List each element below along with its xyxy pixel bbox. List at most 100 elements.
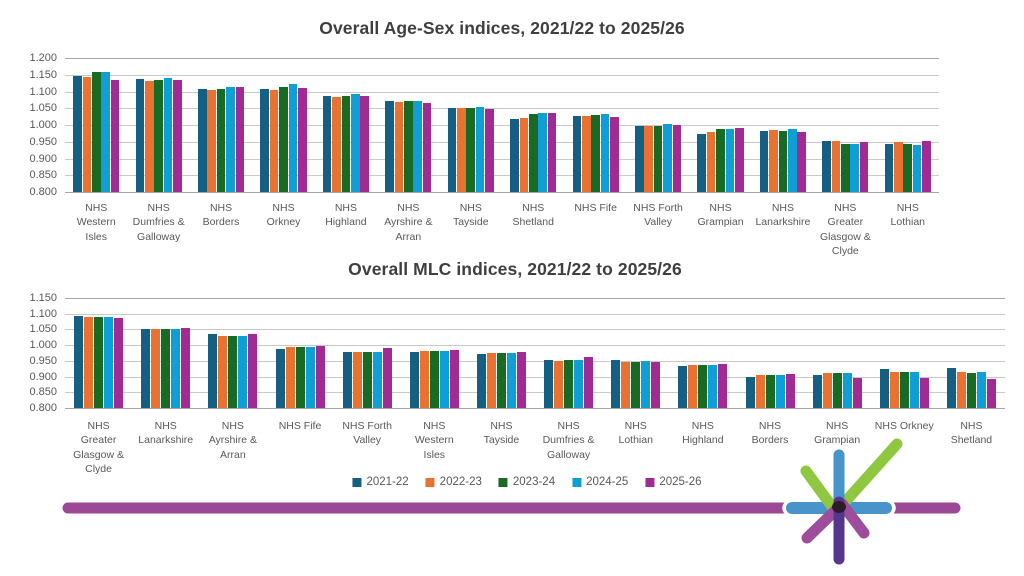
bar [322,95,332,192]
bar [288,84,298,192]
x-category-label: NHS Tayside [452,202,489,229]
bar [919,378,929,408]
bar [352,351,362,408]
bar [413,100,423,192]
bar [822,141,831,192]
bar [889,372,899,408]
bar [538,112,547,192]
x-category-label: NHS Fife [278,420,322,432]
y-tick-label: 1.000 [29,339,57,352]
gridline [65,141,939,143]
bar [235,87,245,192]
bar [850,144,860,192]
bar [986,378,996,408]
bar [279,87,288,192]
bar [351,93,360,192]
bar [765,374,775,408]
bar [163,78,173,192]
logo-center-dot [832,501,846,513]
y-tick-label: 0.900 [29,152,57,165]
bar [899,371,909,408]
x-category-label: NHS Western Isles [414,420,454,461]
y-tick-label: 1.050 [29,323,57,336]
bar [429,350,439,408]
bar [171,329,181,408]
y-tick-label: 1.050 [29,102,57,115]
bar [457,107,466,192]
x-axis-line [65,408,1005,410]
bar [475,106,485,192]
bar [295,347,305,408]
bar [894,142,903,192]
bar [82,77,92,192]
y-tick-label: 0.800 [29,186,57,198]
bar [528,114,538,192]
legend-item: 2024-25 [572,476,628,488]
bar [419,351,429,408]
bar [678,366,688,408]
x-category-label: NHS Lanarkshire [138,420,194,447]
gridline [65,392,1005,394]
gridline [65,360,1005,362]
bar [305,347,315,408]
bar [611,359,621,408]
bar [956,372,966,408]
bar [812,374,822,408]
bar [788,129,797,192]
gridline [65,345,1005,347]
legend-item: 2022-23 [425,476,482,488]
bar [698,364,708,408]
x-category-label: NHS Lanarkshire [755,202,811,229]
bar [912,144,922,192]
bar [631,361,641,408]
legend-label: 2024-25 [586,476,629,488]
x-category-label: NHS Forth Valley [633,202,683,229]
bar [173,80,182,192]
bar [778,131,788,192]
x-category-label: NHS Tayside [483,420,520,447]
bar [785,374,795,408]
bar [228,336,238,408]
bar [554,360,564,408]
y-tick-label: 1.100 [29,307,57,320]
legend-label: 2022-23 [439,476,482,488]
gridline [65,376,1005,378]
bar [260,89,269,192]
bar [672,125,682,192]
bar [449,349,459,408]
bar [651,362,661,408]
bar [382,347,392,408]
bar [84,316,94,408]
legend-label: 2023-24 [512,476,556,488]
bar [275,348,285,408]
bar [110,79,120,192]
y-tick-label: 0.900 [29,370,57,383]
bar [879,368,889,408]
bar [466,107,476,192]
bar [207,90,216,192]
chart-legend: 2021-22 2022-23 2023-24 2024-25 2025-26 [352,476,702,488]
bar [884,143,894,192]
legend-swatch [645,477,655,487]
bar [718,364,728,408]
bar [218,336,228,408]
bar [581,115,591,192]
x-category-label: NHS Forth Valley [342,420,392,447]
bar [298,88,307,192]
x-category-label: NHS Grampian [697,202,744,229]
bar [141,328,151,408]
x-category-label: NHS Borders [751,420,789,447]
bar [154,79,163,192]
gridline [65,158,939,160]
bar [94,316,104,408]
logo-down-left-arm [801,498,848,544]
x-category-label: NHS Ayrshire & Arran [208,420,257,461]
bar [101,72,110,192]
y-tick-label: 0.850 [29,169,57,182]
bar [181,327,191,408]
bar [404,100,413,192]
bar [226,87,235,192]
bar [151,328,161,408]
bar [197,89,207,192]
gridline [65,108,939,110]
